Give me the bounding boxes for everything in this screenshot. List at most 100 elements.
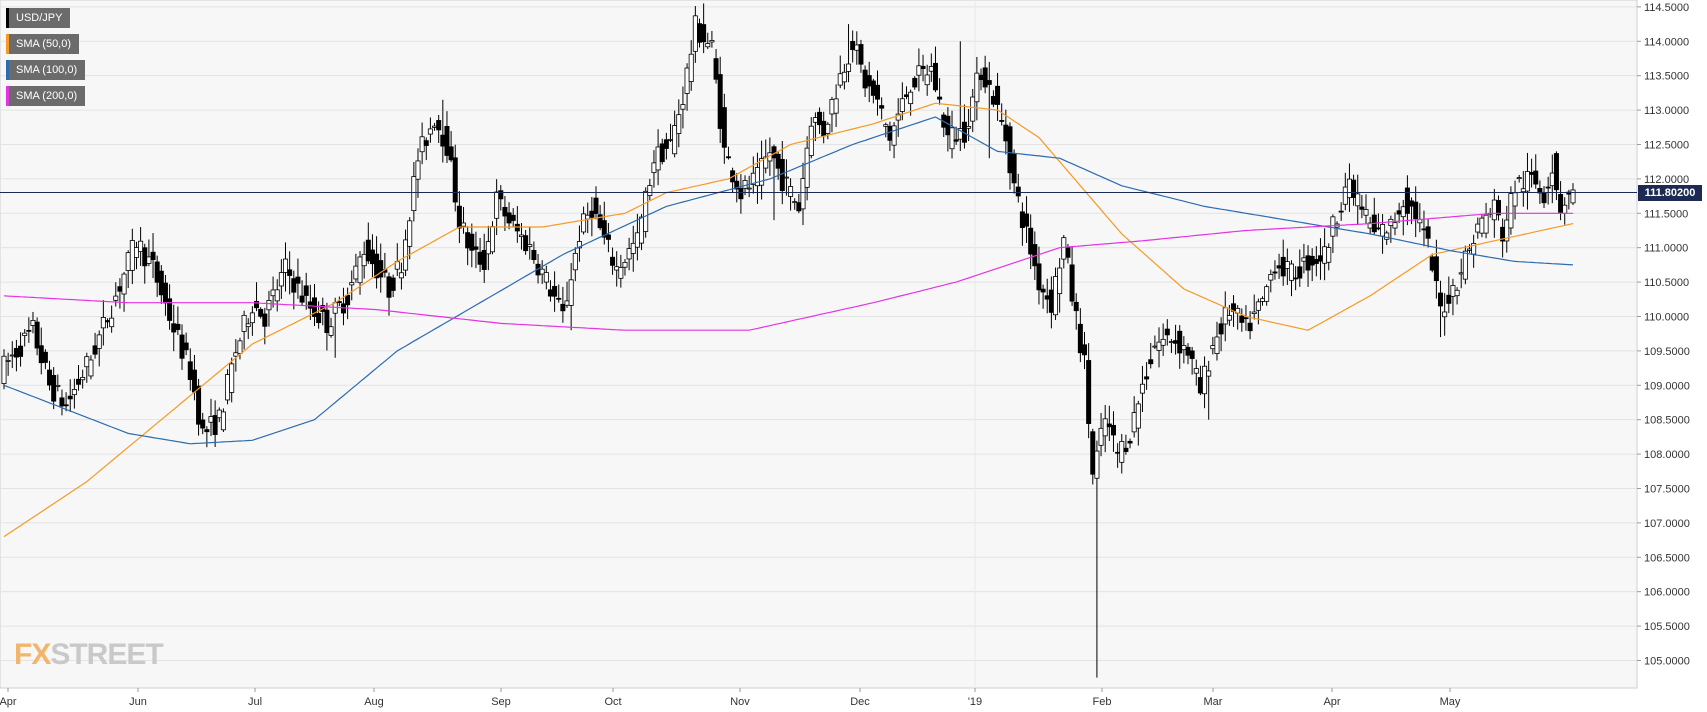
- y-tick-label: 106.0000: [1644, 587, 1690, 599]
- candle-body: [129, 240, 135, 271]
- sma200-line: [3, 212, 1573, 331]
- candle-body: [51, 375, 57, 402]
- legend-usdjpy[interactable]: USD/JPY: [6, 8, 71, 28]
- candle-body: [349, 282, 355, 286]
- candle-body: [398, 272, 404, 279]
- plot-area: [0, 0, 1638, 689]
- candle-body: [291, 278, 297, 293]
- candle-body: [1210, 345, 1216, 350]
- candle-body: [887, 125, 893, 141]
- candle-body: [572, 253, 578, 271]
- legend-sma50[interactable]: SMA (50,0): [6, 34, 80, 54]
- candle-body: [1284, 261, 1290, 269]
- candle-body: [498, 190, 504, 200]
- candle-body: [945, 115, 951, 136]
- candle-body: [875, 84, 881, 100]
- candle-body: [920, 65, 926, 70]
- candle-body: [523, 235, 529, 252]
- candle-body: [986, 80, 992, 85]
- candle-body: [949, 127, 955, 150]
- legend-swatch-usdjpy: [6, 8, 9, 28]
- candle-body: [924, 74, 930, 86]
- candle-body: [779, 159, 785, 192]
- candle-body: [585, 214, 591, 220]
- y-tick-label: 108.5000: [1644, 415, 1690, 427]
- candle-body: [96, 334, 102, 349]
- y-tick-label: 107.5000: [1644, 483, 1690, 495]
- candle-body: [254, 300, 260, 309]
- candle-body: [514, 223, 520, 232]
- candle-body: [581, 213, 587, 233]
- x-axis: Apr Jun Jul Aug Sep Oct Nov Dec '19 Feb Mar Apr May: [0, 688, 1461, 708]
- y-tick-label: 114.5000: [1644, 2, 1689, 14]
- logo-text: STREET: [50, 638, 163, 671]
- candle-body: [1024, 213, 1030, 227]
- candle-body: [1189, 350, 1195, 359]
- candle-body: [970, 96, 976, 122]
- candle-body: [655, 146, 661, 171]
- candle-body: [990, 96, 996, 105]
- candle-body: [1413, 201, 1419, 220]
- candle-body: [668, 139, 674, 141]
- candle-body: [1177, 330, 1183, 354]
- x-tick-label: '19: [968, 696, 982, 708]
- candle-body: [1549, 172, 1555, 187]
- candle-body: [332, 302, 338, 314]
- candle-body: [154, 261, 160, 283]
- candle-body: [1450, 285, 1456, 297]
- candle-body: [903, 94, 909, 97]
- candle-body: [601, 220, 607, 238]
- candle-body: [539, 268, 545, 275]
- candle-body: [1400, 206, 1406, 218]
- candle-body: [891, 125, 897, 146]
- candle-body: [1442, 311, 1448, 318]
- candle-body: [117, 286, 123, 292]
- candle-body: [1346, 178, 1352, 199]
- candle-body: [411, 176, 417, 212]
- candle-body: [821, 120, 827, 137]
- candle-body: [634, 232, 640, 248]
- candle-body: [407, 220, 413, 247]
- legend-sma100[interactable]: SMA (100,0): [6, 60, 86, 80]
- candle-body: [676, 114, 682, 134]
- candle-body: [1011, 153, 1017, 184]
- x-tick-label: Apr: [1323, 696, 1340, 708]
- legend-sma200[interactable]: SMA (200,0): [6, 86, 86, 106]
- candle-body: [47, 369, 53, 386]
- candle-body: [1193, 368, 1199, 374]
- candle-body: [125, 252, 131, 271]
- y-tick-label: 114.0000: [1644, 36, 1689, 48]
- candle-body: [452, 157, 458, 203]
- candle-body: [527, 244, 533, 247]
- candle-body: [1541, 192, 1547, 204]
- candle-body: [614, 266, 620, 271]
- candle-body: [1276, 265, 1282, 269]
- y-tick-label: 110.5000: [1644, 277, 1689, 289]
- candle-body: [717, 74, 723, 129]
- candle-body: [1264, 286, 1270, 302]
- candle-body: [357, 256, 363, 284]
- candle-body: [974, 72, 980, 103]
- y-tick-label: 105.5000: [1644, 621, 1690, 633]
- candle-body: [1322, 246, 1328, 264]
- candle-body: [1053, 276, 1059, 316]
- candle-body: [862, 69, 868, 89]
- candle-body: [150, 251, 156, 261]
- candle-body: [564, 300, 570, 306]
- candle-body: [1007, 126, 1013, 174]
- candle-body: [1102, 418, 1108, 437]
- candle-body: [390, 277, 396, 291]
- candle-body: [721, 107, 727, 148]
- candle-body: [1446, 294, 1452, 304]
- candle-body: [1218, 323, 1224, 335]
- y-tick-label: 112.5000: [1644, 139, 1689, 151]
- candle-body: [1243, 317, 1249, 320]
- candle-body: [1168, 341, 1174, 343]
- legend-label-sma50: SMA (50,0): [16, 38, 72, 50]
- legend-swatch-sma50: [6, 34, 9, 54]
- candle-body: [1317, 255, 1323, 262]
- candle-body: [1173, 340, 1179, 344]
- candle-body: [1396, 210, 1402, 215]
- candle-body: [249, 312, 255, 324]
- candle-body: [481, 249, 487, 270]
